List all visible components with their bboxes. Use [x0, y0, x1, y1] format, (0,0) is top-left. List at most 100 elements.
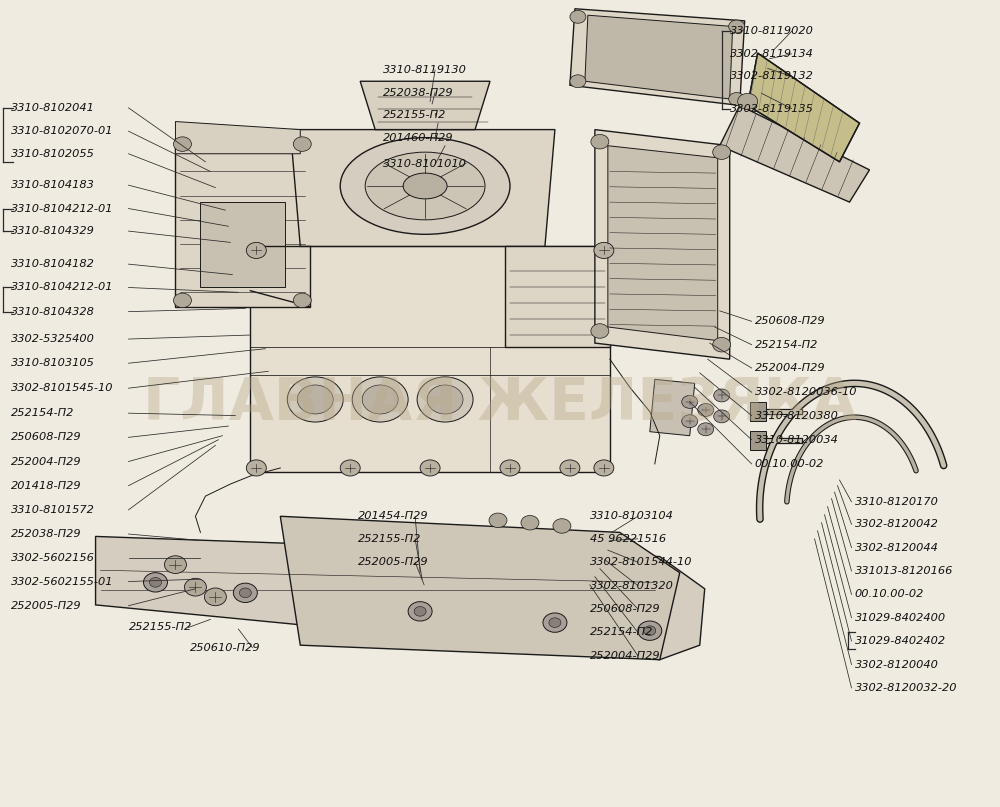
Ellipse shape	[698, 423, 714, 436]
Ellipse shape	[714, 389, 730, 402]
Ellipse shape	[417, 377, 473, 422]
Polygon shape	[595, 130, 730, 359]
Polygon shape	[250, 246, 610, 472]
Ellipse shape	[738, 94, 758, 110]
Text: 3302-8119132: 3302-8119132	[730, 72, 814, 82]
Text: 3302-5602155-01: 3302-5602155-01	[11, 576, 113, 587]
Ellipse shape	[427, 385, 463, 414]
Ellipse shape	[246, 242, 266, 258]
Ellipse shape	[365, 153, 485, 220]
Ellipse shape	[149, 578, 161, 587]
Text: 3310-8104212-01: 3310-8104212-01	[11, 203, 113, 214]
Ellipse shape	[594, 460, 614, 476]
Text: 3310-8104183: 3310-8104183	[11, 180, 95, 190]
Polygon shape	[200, 202, 285, 286]
Text: 250608-П29: 250608-П29	[590, 604, 660, 614]
Ellipse shape	[420, 460, 440, 476]
Text: 252004-П29: 252004-П29	[755, 363, 825, 373]
Ellipse shape	[340, 138, 510, 234]
Text: 3302-8120036-10: 3302-8120036-10	[755, 387, 857, 397]
Text: 3310-8103104: 3310-8103104	[590, 512, 674, 521]
Text: 3310-8102041: 3310-8102041	[11, 102, 95, 113]
Ellipse shape	[698, 404, 714, 416]
Ellipse shape	[713, 337, 731, 352]
Ellipse shape	[570, 75, 586, 88]
Ellipse shape	[644, 626, 656, 636]
Text: 31029-8402400: 31029-8402400	[855, 613, 946, 623]
Ellipse shape	[729, 93, 745, 106]
Text: 252154-П2: 252154-П2	[590, 627, 653, 638]
Text: 3302-8101545-10: 3302-8101545-10	[11, 383, 113, 393]
Text: 3302-8101320: 3302-8101320	[590, 580, 674, 591]
Ellipse shape	[246, 460, 266, 476]
Ellipse shape	[239, 588, 251, 598]
Ellipse shape	[143, 573, 167, 592]
Text: 331013-8120166: 331013-8120166	[855, 566, 953, 576]
Text: 3310-8120380: 3310-8120380	[755, 411, 839, 420]
Text: 3302-8120032-20: 3302-8120032-20	[855, 683, 957, 693]
Ellipse shape	[287, 377, 343, 422]
Bar	[750, 431, 766, 450]
Ellipse shape	[340, 460, 360, 476]
Ellipse shape	[500, 460, 520, 476]
Polygon shape	[585, 15, 733, 99]
Text: 00.10.00-02: 00.10.00-02	[755, 459, 824, 469]
Text: 3310-8102070-01: 3310-8102070-01	[11, 126, 113, 136]
Polygon shape	[290, 130, 555, 246]
Ellipse shape	[164, 556, 186, 574]
Text: 3310-8120170: 3310-8120170	[855, 497, 938, 507]
Ellipse shape	[570, 10, 586, 23]
Text: 250610-П29: 250610-П29	[190, 642, 261, 653]
Polygon shape	[175, 122, 300, 154]
Text: 3310-8103105: 3310-8103105	[11, 358, 95, 368]
Text: 45 96221516: 45 96221516	[590, 534, 666, 544]
Text: 201454-П29: 201454-П29	[358, 512, 429, 521]
Text: 252154-П2: 252154-П2	[755, 340, 818, 349]
Ellipse shape	[173, 293, 191, 307]
Text: 3310-8104329: 3310-8104329	[11, 226, 95, 236]
Text: 3310-8104182: 3310-8104182	[11, 259, 95, 269]
Text: 3310-8102055: 3310-8102055	[11, 148, 95, 159]
Ellipse shape	[293, 293, 311, 307]
Ellipse shape	[713, 145, 731, 160]
Text: 252005-П29: 252005-П29	[358, 557, 429, 567]
Text: 3310-8101572: 3310-8101572	[11, 505, 95, 515]
Text: 3302-8120044: 3302-8120044	[855, 542, 938, 553]
Polygon shape	[360, 82, 490, 130]
Polygon shape	[608, 146, 718, 341]
Ellipse shape	[352, 377, 408, 422]
Text: 252004-П29: 252004-П29	[11, 457, 81, 466]
Text: 252155-П2: 252155-П2	[358, 534, 422, 544]
Text: 3310-8101010: 3310-8101010	[383, 159, 467, 169]
Text: 252155-П2: 252155-П2	[129, 622, 192, 633]
Text: 250608-П29: 250608-П29	[11, 433, 81, 442]
Text: 3302-8120042: 3302-8120042	[855, 520, 938, 529]
Text: 3310-8104212-01: 3310-8104212-01	[11, 282, 113, 292]
Text: ГЛАВНАЯ ЖЕЛЕЗЯКА: ГЛАВНАЯ ЖЕЛЕЗЯКА	[143, 375, 857, 432]
Ellipse shape	[543, 613, 567, 633]
Text: 3310-8119020: 3310-8119020	[730, 27, 814, 36]
Text: 31029-8402402: 31029-8402402	[855, 636, 946, 646]
Ellipse shape	[489, 513, 507, 528]
Text: 3302-8119135: 3302-8119135	[730, 103, 814, 114]
Polygon shape	[505, 246, 610, 347]
Text: 3302-5325400: 3302-5325400	[11, 334, 95, 344]
Text: 3302-5602156: 3302-5602156	[11, 553, 95, 563]
Text: 252154-П2: 252154-П2	[11, 408, 74, 418]
Ellipse shape	[549, 618, 561, 628]
Ellipse shape	[521, 516, 539, 530]
Ellipse shape	[403, 173, 447, 199]
Ellipse shape	[204, 588, 226, 606]
Text: 3310-8120034: 3310-8120034	[755, 435, 839, 445]
Text: 252038-П29: 252038-П29	[11, 529, 81, 539]
Ellipse shape	[682, 395, 698, 408]
Text: 3302-8101544-10: 3302-8101544-10	[590, 557, 692, 567]
Polygon shape	[570, 9, 745, 106]
Text: 252004-П29: 252004-П29	[590, 650, 660, 661]
Ellipse shape	[682, 415, 698, 428]
Ellipse shape	[408, 602, 432, 621]
Ellipse shape	[591, 324, 609, 338]
Text: 3302-8119134: 3302-8119134	[730, 49, 814, 59]
Text: 252005-П29: 252005-П29	[11, 600, 81, 611]
Text: 3310-8119130: 3310-8119130	[383, 65, 467, 75]
